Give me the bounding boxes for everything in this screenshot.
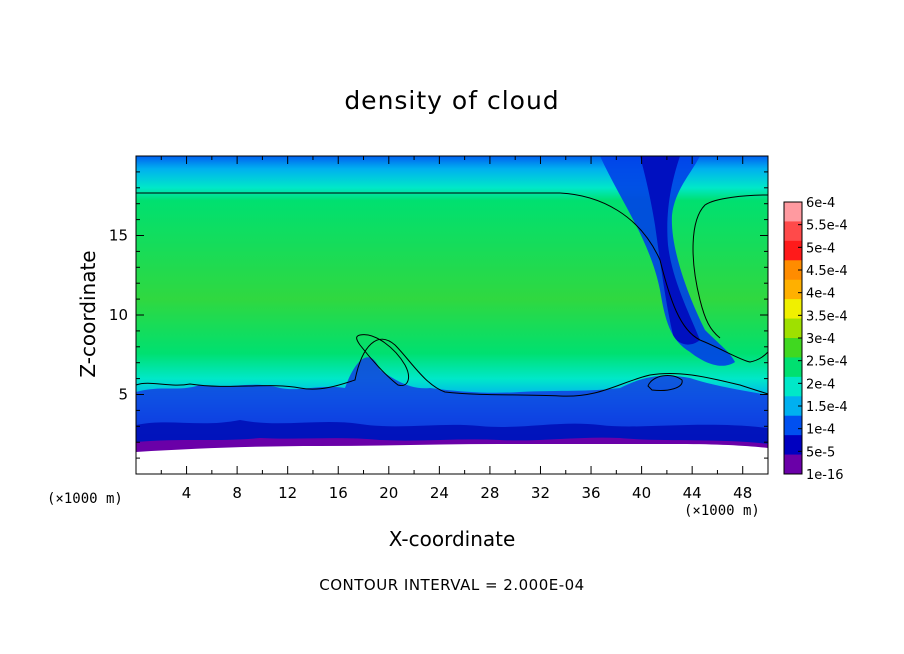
y-axis: 5 10 15 [109,171,768,459]
colorbar-swatch [784,202,802,222]
ground-white [136,444,768,474]
colorbar-swatch [784,338,802,358]
colorbar-swatch [784,357,802,378]
colorbar-swatch [784,415,802,436]
colorbar-label: 5e-4 [806,241,835,256]
x-tick-label: 40 [632,484,651,502]
colorbar-label: 1e-4 [806,423,835,438]
x-tick-label: 48 [733,484,752,502]
colorbar-swatch [784,454,802,475]
contour-line-upper [136,192,768,363]
colorbar-swatch [784,279,802,300]
y-tick-label: 15 [109,227,128,245]
colorbar-label: 1e-16 [806,468,844,483]
y-tick-label: 5 [118,386,128,404]
colorbar-swatch [784,299,802,320]
colorbar-label: 1.5e-4 [806,400,848,415]
x-axis-label: X-coordinate [388,527,516,551]
x-tick-label: 44 [683,484,702,502]
x-tick-label: 8 [232,484,242,502]
contour-line-upper-right [692,194,768,339]
contour-interval-note: CONTOUR INTERVAL = 2.000E-04 [319,576,585,594]
colorbar-label: 5e-5 [806,445,835,460]
colorbar-swatch [784,260,802,281]
x-axis: 4 8 12 16 20 24 28 32 36 40 44 48 [160,156,752,502]
colorbar-label: 3.5e-4 [806,309,848,324]
colorbar-swatch [784,318,802,339]
x-unit-label-left: (×1000 m) [47,491,123,507]
colorbar-swatch [784,240,802,261]
y-tick-label: 10 [109,306,128,324]
colorbar: 6e-4 5.5e-4 5e-4 4.5e-4 4e-4 3.5e-4 3e-4 2.5e-4… [783,196,848,483]
colorbar-swatch [784,435,802,456]
colorbar-label: 6e-4 [806,196,835,211]
colorbar-label: 4e-4 [806,287,835,302]
contour-line-lower [136,338,768,397]
x-tick-label: 20 [379,484,398,502]
x-tick-label: 32 [531,484,550,502]
chart-title: density of cloud [344,86,560,115]
colorbar-swatch [784,221,802,242]
x-tick-label: 24 [430,484,449,502]
x-tick-label: 16 [329,484,348,502]
x-tick-label: 36 [581,484,600,502]
y-axis-label: Z-coordinate [76,250,100,378]
contour-line-loop-2 [647,374,683,391]
x-unit-label-right: (×1000 m) [684,503,760,519]
colorbar-label: 3e-4 [806,332,835,347]
colorbar-label: 2.5e-4 [806,355,848,370]
x-tick-label: 4 [182,484,192,502]
colorbar-label: 4.5e-4 [806,264,848,279]
colorbar-label: 5.5e-4 [806,219,848,234]
colorbar-label: 2e-4 [806,377,835,392]
plume-core [640,156,700,345]
x-tick-label: 28 [480,484,499,502]
plot-area [136,156,768,474]
colorbar-swatch [784,376,802,397]
colorbar-swatch [784,396,802,417]
x-tick-label: 12 [278,484,297,502]
contour-line-loop [356,334,409,387]
